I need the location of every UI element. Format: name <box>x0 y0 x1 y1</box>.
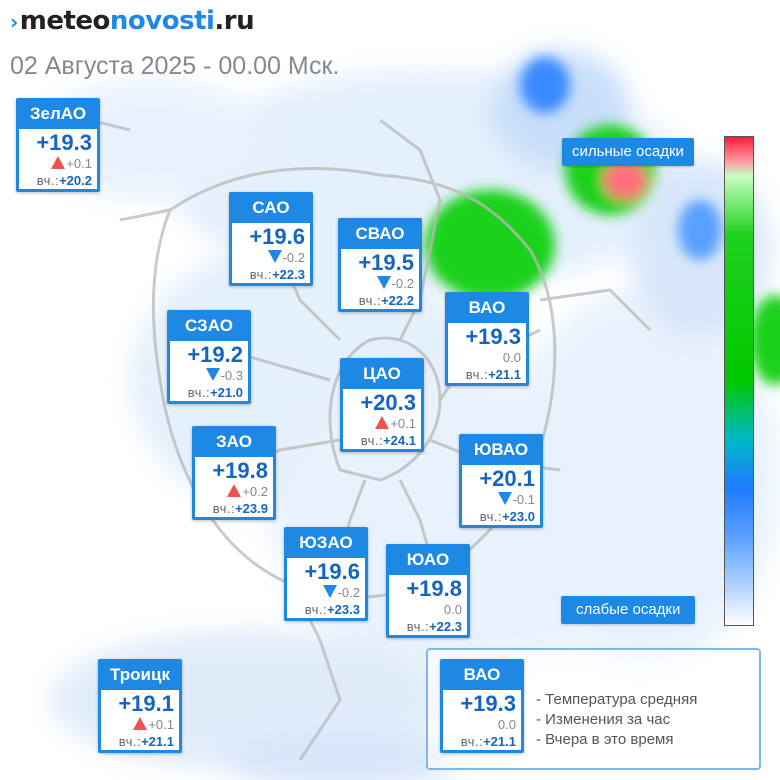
district-change: 0.0 <box>502 350 521 365</box>
district-change: 0.0 <box>497 717 516 732</box>
trend-down-icon <box>376 276 391 289</box>
district-yesterday: вч.:+22.2 <box>358 293 414 308</box>
trend-up-icon <box>227 484 242 497</box>
district-change: 0.0 <box>443 602 462 617</box>
district-name: ЮВАО <box>462 437 540 465</box>
district-name: ЦАО <box>343 361 421 389</box>
legend-sample-card: ВАО +19.3 0.0 вч.:+21.1 <box>440 659 524 753</box>
legend-descriptions: - Температура средняя - Изменения за час… <box>536 690 697 750</box>
district-yesterday: вч.:+21.1 <box>118 734 174 749</box>
district-change: +0.1 <box>101 716 179 733</box>
district-temperature: +19.8 <box>406 576 462 601</box>
district-change: +0.2 <box>195 483 273 500</box>
district-card-vao: ВАО +19.3 0.0 вч.:+21.1 <box>445 292 529 386</box>
district-yesterday: вч.:+21.1 <box>465 367 521 382</box>
district-yesterday: вч.:+24.1 <box>360 433 416 448</box>
district-yesterday: вч.:+22.3 <box>406 619 462 634</box>
district-name: Троицк <box>101 662 179 690</box>
district-temperature: +19.3 <box>460 691 516 716</box>
light-precip-label: слабые осадки <box>561 596 696 624</box>
district-temperature: +20.3 <box>360 390 416 415</box>
district-card-sao: САО +19.6 -0.2 вч.:+22.3 <box>229 192 313 286</box>
legend-yesterday-desc: - Вчера в это время <box>536 731 674 748</box>
trend-down-icon <box>267 250 282 263</box>
district-name: ВАО <box>443 662 521 690</box>
district-yesterday: вч.:+23.3 <box>304 602 360 617</box>
logo-text-part3: .ru <box>214 6 255 36</box>
trend-up-icon <box>133 717 148 730</box>
trend-down-icon <box>497 492 512 505</box>
district-change: -0.2 <box>341 275 419 292</box>
district-name: СЗАО <box>170 313 248 341</box>
district-change: +0.1 <box>343 415 421 432</box>
district-yesterday: вч.:+23.0 <box>479 509 535 524</box>
district-yesterday: вч.:+20.2 <box>36 173 92 188</box>
district-yesterday: вч.:+21.1 <box>460 734 516 749</box>
district-temperature: +19.3 <box>36 130 92 155</box>
district-card-yuvao: ЮВАО +20.1 -0.1 вч.:+23.0 <box>459 434 543 528</box>
district-card-szao: СЗАО +19.2 -0.3 вч.:+21.0 <box>167 310 251 404</box>
logo-text-part1: meteo <box>19 6 111 36</box>
district-card-yuao: ЮАО +19.8 0.0 вч.:+22.3 <box>386 544 470 638</box>
district-card-zelao: ЗелАО +19.3 +0.1 вч.:+20.2 <box>16 98 100 192</box>
logo-mark-icon: › <box>10 10 18 34</box>
precip-color-scale <box>724 136 754 626</box>
district-temperature: +19.2 <box>187 342 243 367</box>
legend-change-desc: - Изменения за час <box>536 711 671 728</box>
district-name: САО <box>232 195 310 223</box>
logo-text-part2: novosti <box>109 6 215 36</box>
district-temperature: +19.1 <box>118 691 174 716</box>
district-change: -0.1 <box>462 491 540 508</box>
district-name: ВАО <box>448 295 526 323</box>
trend-down-icon <box>322 585 337 598</box>
legend-temp-desc: - Температура средняя <box>536 691 698 708</box>
trend-up-icon <box>375 416 390 429</box>
trend-down-icon <box>205 368 220 381</box>
district-temperature: +19.6 <box>249 224 305 249</box>
district-temperature: +20.1 <box>479 466 535 491</box>
district-temperature: +19.3 <box>465 324 521 349</box>
district-name: ЗелАО <box>19 101 97 129</box>
district-name: ЮАО <box>389 547 467 575</box>
district-card-zao: ЗАО +19.8 +0.2 вч.:+23.9 <box>192 426 276 520</box>
district-change: -0.2 <box>287 584 365 601</box>
district-card-troitsk: Троицк +19.1 +0.1 вч.:+21.1 <box>98 659 182 753</box>
district-card-svao: СВАО +19.5 -0.2 вч.:+22.2 <box>338 218 422 312</box>
district-name: СВАО <box>341 221 419 249</box>
district-name: ЗАО <box>195 429 273 457</box>
site-logo: ›meteonovosti.ru <box>10 6 255 36</box>
district-yesterday: вч.:+21.0 <box>187 385 243 400</box>
district-yesterday: вч.:+23.9 <box>212 501 268 516</box>
district-change: +0.1 <box>19 155 97 172</box>
district-card-yuzao: ЮЗАО +19.6 -0.2 вч.:+23.3 <box>284 527 368 621</box>
district-change: -0.2 <box>232 249 310 266</box>
district-change: -0.3 <box>170 367 248 384</box>
district-yesterday: вч.:+22.3 <box>249 267 305 282</box>
trend-up-icon <box>51 156 66 169</box>
district-temperature: +19.5 <box>358 250 414 275</box>
district-temperature: +19.8 <box>212 458 268 483</box>
district-temperature: +19.6 <box>304 559 360 584</box>
district-card-cao: ЦАО +20.3 +0.1 вч.:+24.1 <box>340 358 424 452</box>
forecast-datetime: 02 Августа 2025 - 00.00 Мск. <box>10 52 340 80</box>
heavy-precip-label: сильные осадки <box>562 138 694 166</box>
district-name: ЮЗАО <box>287 530 365 558</box>
